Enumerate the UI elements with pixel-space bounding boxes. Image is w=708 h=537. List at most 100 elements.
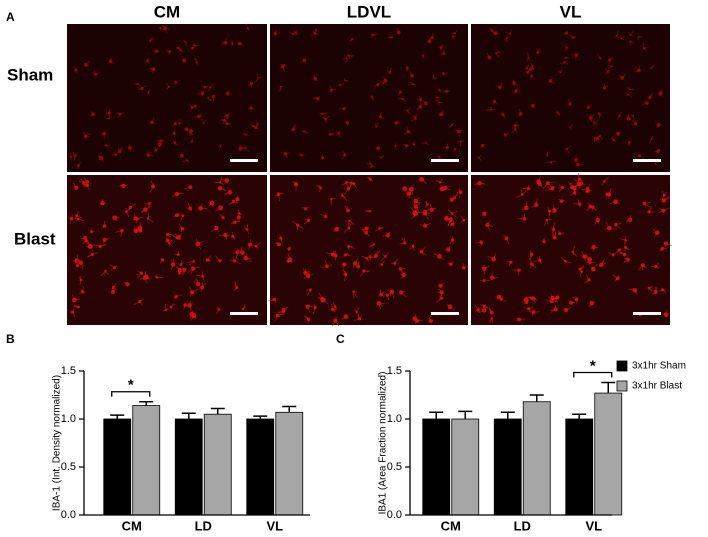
cell-process <box>119 147 122 152</box>
cell-process <box>202 118 205 124</box>
cell-process <box>452 148 456 153</box>
cell-process <box>447 209 453 214</box>
cell-process <box>570 126 572 131</box>
cell-process <box>574 164 579 167</box>
cell-process <box>196 274 203 277</box>
cell-process <box>225 235 228 240</box>
cell-process <box>166 50 170 52</box>
cell-process <box>565 307 572 311</box>
cell-process <box>617 275 620 279</box>
cell-process <box>207 97 212 101</box>
cell-process <box>195 238 199 245</box>
cell-process <box>389 34 393 38</box>
cell-process <box>81 183 88 186</box>
cell-process <box>176 266 180 271</box>
cell-process <box>569 101 572 105</box>
cell-process <box>547 206 550 212</box>
cell-process <box>480 145 483 148</box>
cell-process <box>440 285 443 288</box>
cell-process <box>609 227 616 230</box>
cell-process <box>375 122 378 127</box>
cell-process <box>625 92 629 95</box>
cell-process <box>454 191 459 199</box>
cell-process <box>342 195 348 201</box>
cell-process <box>589 261 597 264</box>
cell-process <box>220 118 225 121</box>
cell-process <box>161 24 166 29</box>
cell-process <box>341 316 346 320</box>
cell-process <box>71 294 75 301</box>
cell-process <box>617 115 620 120</box>
cell-process <box>659 248 663 252</box>
cell-process <box>144 60 148 65</box>
cell-process <box>586 206 591 212</box>
cell-process <box>125 207 127 212</box>
cell-process <box>203 119 207 124</box>
cell-process <box>424 204 428 208</box>
cell <box>235 250 240 255</box>
cell-process <box>647 97 651 100</box>
cell-process <box>221 42 226 46</box>
cell-process <box>513 82 516 87</box>
cell-process <box>109 267 115 271</box>
cell-process <box>371 96 374 99</box>
cell-process <box>236 199 238 202</box>
cell-process <box>237 209 240 214</box>
cell-process <box>487 224 491 232</box>
cell-process <box>114 265 118 269</box>
cell-process <box>355 311 358 315</box>
cell-process <box>76 265 78 269</box>
cell-process <box>387 295 390 301</box>
cell-process <box>115 230 123 233</box>
y-axis-label: IBA-1 (Int. Density normalized) <box>52 375 63 511</box>
cell-process <box>139 276 147 280</box>
cell-process <box>380 294 384 297</box>
image-background <box>471 175 670 325</box>
cell-process <box>186 160 190 163</box>
cell-process <box>344 274 346 281</box>
cell-process <box>120 230 123 233</box>
cell-process <box>593 122 595 126</box>
cell-process <box>649 67 652 69</box>
cell-process <box>552 186 557 189</box>
cell-process <box>333 229 337 233</box>
cell-process <box>525 71 528 73</box>
cell <box>564 307 569 313</box>
cell-process <box>153 51 158 55</box>
cell-process <box>339 84 343 88</box>
cell-process <box>410 207 415 213</box>
cell-process <box>324 213 327 217</box>
cell-process <box>549 210 553 213</box>
cell-process <box>410 118 416 122</box>
cell-process <box>292 180 297 185</box>
cell-process <box>459 192 462 198</box>
cell-process <box>134 213 136 219</box>
cell-process <box>565 148 568 152</box>
cell-process <box>104 225 107 228</box>
cell-process <box>190 268 194 275</box>
cell-process <box>153 67 156 70</box>
cell-process <box>513 82 519 86</box>
cell-process <box>655 266 660 269</box>
cell-process <box>570 124 573 128</box>
cell-process <box>605 221 610 229</box>
cell-process <box>543 219 548 227</box>
cell-process <box>624 258 628 260</box>
cell-process <box>330 132 335 135</box>
cell-process <box>140 209 146 213</box>
cell-process <box>628 31 631 36</box>
cell-process <box>429 320 432 324</box>
cell-process <box>548 78 551 82</box>
cell-process <box>181 56 185 61</box>
cell-process <box>626 94 629 97</box>
cell-process <box>625 247 628 250</box>
cell-process <box>383 76 386 81</box>
cell-process <box>486 109 491 111</box>
cell-process <box>162 259 165 262</box>
cell-process <box>220 207 222 212</box>
cell-process <box>353 183 356 186</box>
panel-label: A <box>6 10 15 24</box>
cell-process <box>120 230 123 237</box>
cell-process <box>103 130 106 134</box>
cell-process <box>111 291 114 295</box>
